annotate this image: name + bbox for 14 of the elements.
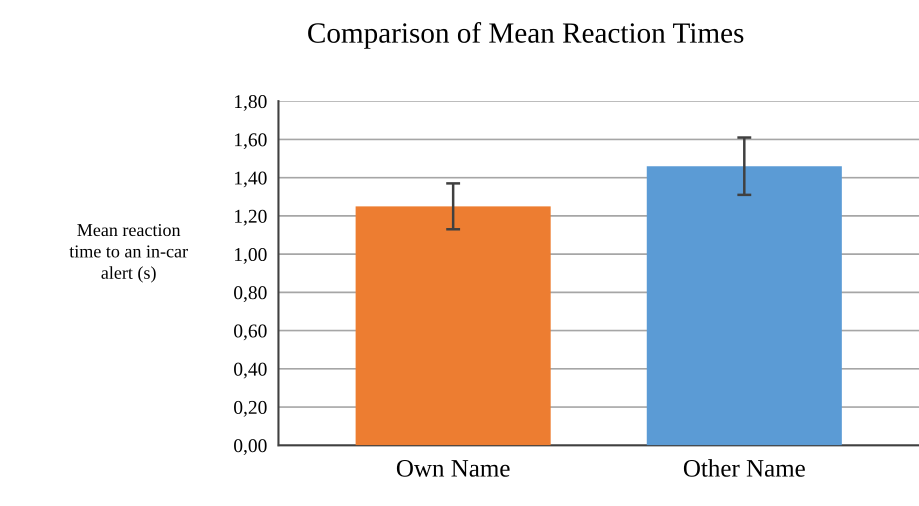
x-tick-label: Own Name — [396, 460, 510, 477]
x-tick-label: Other Name — [684, 459, 805, 477]
y-tick-label: 0,00 — [234, 439, 267, 456]
y-tick-label: 1,80 — [235, 95, 267, 111]
y-tick-label: 0,20 — [234, 400, 267, 417]
chart-title: Comparison of Mean Reaction Times — [308, 22, 744, 49]
y-tick-label: 1,20 — [235, 210, 267, 226]
y-axis-title: Mean reaction time to an in-car alert (s) — [69, 224, 188, 283]
y-tick-label: 0,80 — [234, 286, 267, 302]
y-tick-label: 1,00 — [235, 248, 267, 264]
y-tick-label: 0,40 — [234, 362, 267, 379]
y-tick-label: 0,60 — [234, 324, 267, 340]
y-tick-label: 1,40 — [235, 171, 267, 188]
y-tick-label: 1,60 — [235, 133, 267, 150]
